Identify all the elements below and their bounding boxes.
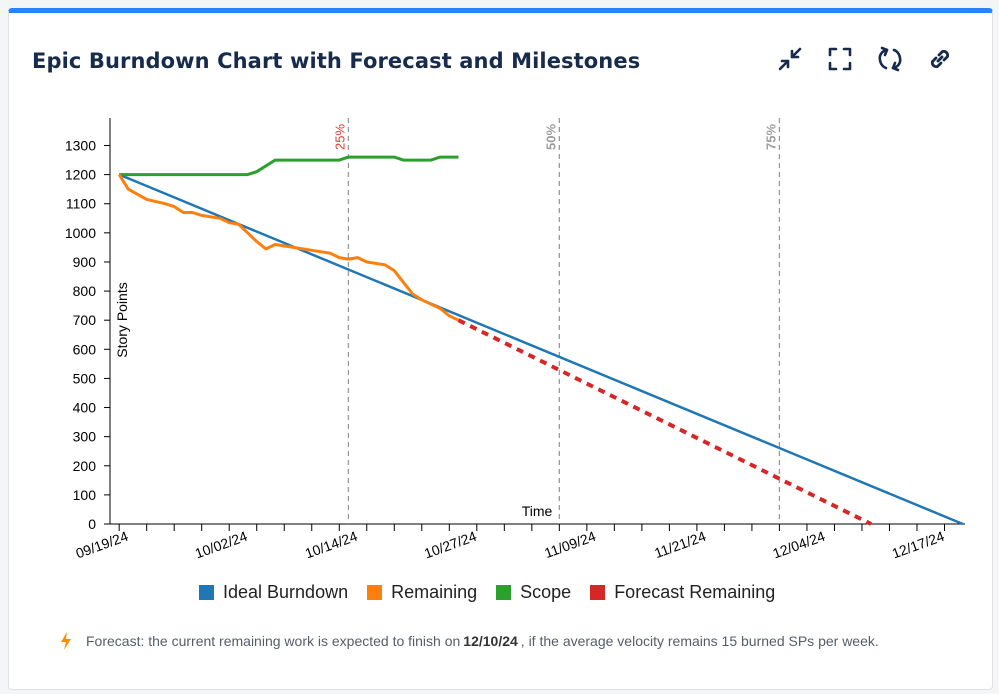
x-tick-label: 11/09/24	[542, 528, 598, 561]
forecast-note: Forecast: the current remaining work is …	[60, 632, 879, 650]
milestone-label: 25%	[332, 124, 347, 150]
milestone-label: 50%	[543, 124, 558, 150]
milestone-label: 75%	[763, 124, 778, 150]
y-tick-label: 1300	[65, 138, 96, 154]
legend-item[interactable]: Forecast Remaining	[590, 582, 775, 603]
y-tick-label: 400	[73, 400, 97, 416]
x-tick-label: 10/14/24	[303, 528, 360, 562]
y-tick-label: 600	[73, 341, 97, 357]
y-axis-title: Story Points	[114, 282, 130, 357]
x-axis-title: Time	[522, 503, 553, 519]
series-line-ideal-burndown	[118, 173, 964, 526]
legend-item[interactable]: Remaining	[367, 582, 477, 603]
y-tick-label: 500	[73, 370, 97, 386]
legend-label: Scope	[520, 582, 572, 602]
link-button[interactable]	[924, 43, 955, 74]
lightning-icon	[61, 632, 71, 650]
y-tick-label: 300	[73, 429, 97, 445]
legend-swatch	[367, 585, 383, 600]
chart-legend: Ideal Burndown Remaining Scope Forecast Rem…	[199, 582, 794, 603]
series-line-remaining	[117, 173, 460, 322]
y-tick-label: 100	[73, 487, 97, 503]
forecast-suffix: , if the average velocity remains 15 bur…	[520, 633, 879, 649]
legend-label: Ideal Burndown	[223, 582, 349, 602]
fullscreen-button[interactable]	[824, 43, 855, 74]
legend-item[interactable]: Scope	[496, 582, 571, 603]
y-tick-label: 1200	[65, 167, 96, 183]
x-tick-label: 12/04/24	[770, 528, 827, 562]
chart-toolbar	[774, 43, 955, 74]
refresh-button[interactable]	[874, 43, 905, 74]
y-tick-label: 0	[88, 516, 96, 532]
legend-swatch	[199, 585, 214, 600]
series-line-scope	[119, 155, 459, 177]
x-tick-label: 10/27/24	[422, 528, 479, 562]
x-tick-label: 12/17/24	[890, 528, 947, 562]
y-tick-label: 200	[73, 458, 97, 474]
refresh-icon	[878, 46, 901, 71]
x-tick-label: 11/21/24	[652, 528, 708, 561]
legend-label: Forecast Remaining	[614, 582, 776, 602]
y-tick-label: 800	[73, 283, 97, 299]
forecast-prefix: Forecast: the current remaining work is …	[86, 633, 461, 649]
fullscreen-icon	[828, 47, 851, 70]
y-tick-label: 1100	[66, 196, 96, 212]
link-icon	[930, 49, 949, 68]
legend-swatch	[590, 585, 606, 600]
y-tick-label: 700	[73, 312, 97, 328]
legend-item[interactable]: Ideal Burndown	[199, 582, 348, 603]
series-line-forecast-remaining	[457, 318, 872, 526]
y-tick-label: 900	[73, 254, 97, 270]
x-tick-label: 09/19/24	[74, 528, 131, 562]
chart-card: Epic Burndown Chart with Forecast and Mi…	[8, 8, 993, 690]
collapse-button[interactable]	[774, 43, 805, 74]
x-tick-label: 10/02/24	[193, 528, 250, 562]
y-tick-label: 1000	[65, 225, 96, 241]
legend-label: Remaining	[391, 582, 478, 602]
collapse-icon	[778, 47, 801, 70]
forecast-date: 12/10/24	[463, 633, 518, 649]
legend-swatch	[496, 585, 512, 600]
chart-title: Epic Burndown Chart with Forecast and Mi…	[32, 49, 641, 73]
